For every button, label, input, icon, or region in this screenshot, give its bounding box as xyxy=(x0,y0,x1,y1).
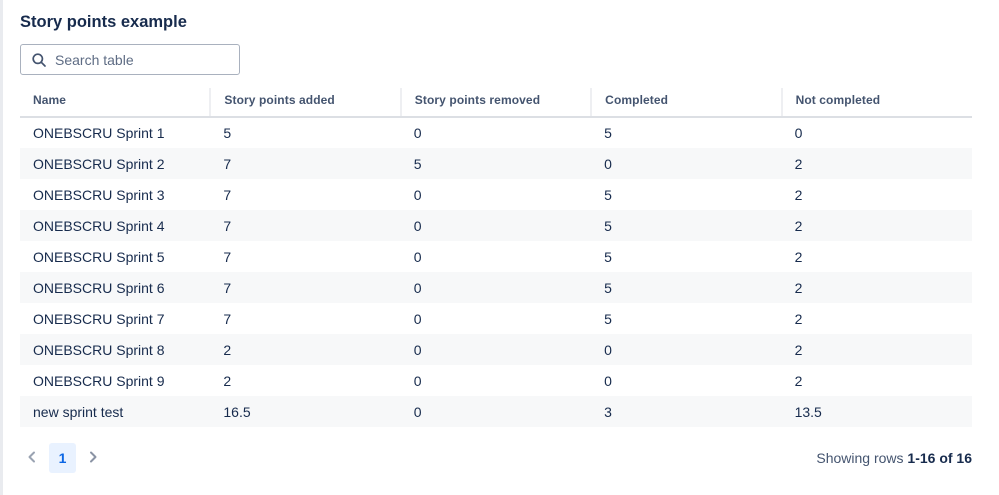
table-row: ONEBSCRU Sprint 5 7 0 5 2 xyxy=(20,241,972,272)
sprint-name-cell: ONEBSCRU Sprint 8 xyxy=(33,341,165,358)
table-header: Name Story points added Story points rem… xyxy=(20,88,972,118)
value-cell: 0 xyxy=(413,341,422,358)
value-cell: 0 xyxy=(604,372,612,389)
value-cell: 2 xyxy=(794,310,803,327)
search-icon xyxy=(31,52,47,68)
story-points-table: Name Story points added Story points rem… xyxy=(20,88,972,427)
search-box xyxy=(20,44,240,75)
value-cell: 0 xyxy=(413,186,422,203)
table-row: ONEBSCRU Sprint 9 2 0 0 2 xyxy=(20,365,972,396)
row-count-status: Showing rows 1-16 of 16 xyxy=(816,450,972,466)
value-cell: 5 xyxy=(604,217,612,234)
sprint-name-cell: ONEBSCRU Sprint 9 xyxy=(33,372,165,389)
sprint-name-cell: ONEBSCRU Sprint 6 xyxy=(33,279,165,296)
value-cell: 2 xyxy=(794,248,803,265)
table-body: ONEBSCRU Sprint 1 5 0 5 0 ONEBSCRU Sprint 2 7 5… xyxy=(20,117,972,427)
value-cell: 0 xyxy=(413,372,422,389)
table-row: ONEBSCRU Sprint 8 2 0 0 2 xyxy=(20,334,972,365)
value-cell: 16.5 xyxy=(223,403,251,420)
value-cell: 5 xyxy=(223,125,232,141)
value-cell: 2 xyxy=(794,279,803,296)
value-cell: 0 xyxy=(413,248,422,265)
value-cell: 7 xyxy=(223,279,232,296)
sprint-name-cell: ONEBSCRU Sprint 7 xyxy=(33,310,165,327)
sprint-name-cell: new sprint test xyxy=(33,403,124,420)
sprint-name-cell: ONEBSCRU Sprint 3 xyxy=(33,186,165,203)
value-cell: 2 xyxy=(794,155,803,172)
table-row: ONEBSCRU Sprint 7 7 0 5 2 xyxy=(20,303,972,334)
search-input[interactable] xyxy=(55,51,236,68)
table-row: ONEBSCRU Sprint 6 7 0 5 2 xyxy=(20,272,972,303)
value-cell: 3 xyxy=(604,403,612,420)
sprint-name-cell: ONEBSCRU Sprint 5 xyxy=(33,248,165,265)
sprint-name-cell: ONEBSCRU Sprint 2 xyxy=(33,155,165,172)
sprint-name-cell: ONEBSCRU Sprint 1 xyxy=(33,125,165,141)
column-header-story-points-added: Story points added xyxy=(210,88,402,118)
value-cell: 7 xyxy=(223,186,232,203)
sprint-name-cell: ONEBSCRU Sprint 4 xyxy=(33,217,165,234)
row-status-prefix: Showing rows xyxy=(816,450,908,466)
column-header-not-completed: Not completed xyxy=(781,88,972,118)
table-row: new sprint test 16.5 0 3 13.5 xyxy=(20,396,972,427)
value-cell: 0 xyxy=(413,125,422,141)
chevron-left-icon xyxy=(24,449,40,468)
table-row: ONEBSCRU Sprint 2 7 5 0 2 xyxy=(20,148,972,179)
value-cell: 13.5 xyxy=(794,403,822,420)
value-cell: 0 xyxy=(604,155,612,172)
chevron-right-icon xyxy=(85,449,101,468)
column-header-name: Name xyxy=(20,88,212,118)
next-page-button[interactable] xyxy=(81,443,105,473)
value-cell: 0 xyxy=(604,341,612,358)
story-points-panel: Story points example Name Story points a… xyxy=(20,0,972,474)
value-cell: 7 xyxy=(223,155,232,172)
table-row: ONEBSCRU Sprint 4 7 0 5 2 xyxy=(20,210,972,241)
value-cell: 5 xyxy=(413,155,422,172)
value-cell: 7 xyxy=(223,248,232,265)
value-cell: 2 xyxy=(794,217,803,234)
value-cell: 2 xyxy=(223,341,232,358)
page-title: Story points example xyxy=(20,13,187,31)
value-cell: 5 xyxy=(604,186,612,203)
value-cell: 0 xyxy=(413,217,422,234)
value-cell: 7 xyxy=(223,310,232,327)
value-cell: 2 xyxy=(794,186,803,203)
page-1-button[interactable]: 1 xyxy=(49,443,76,473)
value-cell: 7 xyxy=(223,217,232,234)
pagination-bar: 1 Showing rows 1-16 of 16 xyxy=(20,442,972,474)
table-row: ONEBSCRU Sprint 1 5 0 5 0 xyxy=(20,117,972,148)
previous-page-button[interactable] xyxy=(20,443,44,473)
value-cell: 5 xyxy=(604,310,612,327)
value-cell: 2 xyxy=(794,372,803,389)
row-status-range: 1-16 of 16 xyxy=(907,450,972,466)
value-cell: 5 xyxy=(604,279,612,296)
column-header-completed: Completed xyxy=(591,88,783,118)
value-cell: 0 xyxy=(413,310,422,327)
value-cell: 5 xyxy=(604,125,612,141)
value-cell: 0 xyxy=(794,125,803,141)
pager: 1 xyxy=(20,443,105,473)
page-left-edge-strip xyxy=(0,0,3,495)
value-cell: 2 xyxy=(223,372,232,389)
value-cell: 0 xyxy=(413,403,422,420)
table-row: ONEBSCRU Sprint 3 7 0 5 2 xyxy=(20,179,972,210)
value-cell: 0 xyxy=(413,279,422,296)
value-cell: 5 xyxy=(604,248,612,265)
column-header-story-points-removed: Story points removed xyxy=(400,88,593,118)
value-cell: 2 xyxy=(794,341,803,358)
